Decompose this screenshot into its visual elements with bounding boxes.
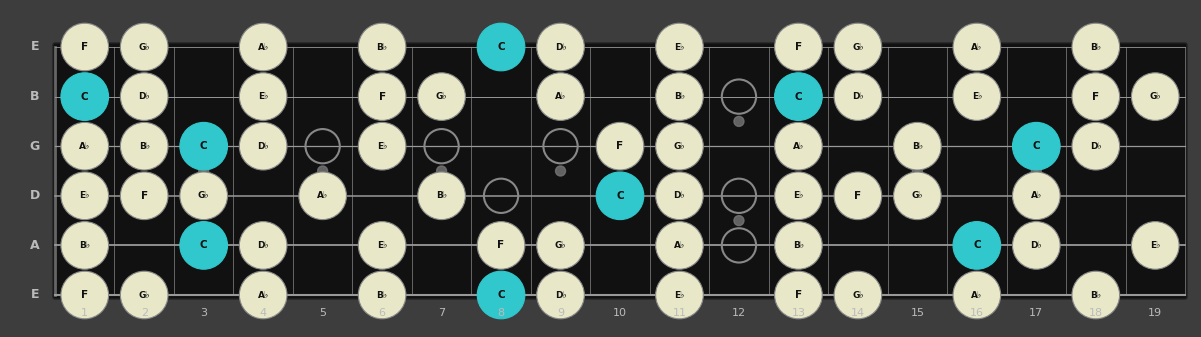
Text: B♭: B♭ [912,142,922,151]
Text: F: F [497,240,504,250]
Text: F: F [795,290,802,300]
Text: E♭: E♭ [972,92,982,101]
Text: D♭: D♭ [257,241,269,250]
Text: A: A [30,239,40,252]
Circle shape [120,23,168,71]
Circle shape [656,23,704,71]
Circle shape [418,172,465,220]
Text: 8: 8 [497,308,504,318]
Circle shape [833,23,882,71]
Text: F: F [854,191,861,201]
Circle shape [833,172,882,220]
Circle shape [239,73,287,120]
Text: 5: 5 [319,308,327,318]
Circle shape [358,73,406,120]
Text: F: F [616,141,623,151]
Text: 1: 1 [82,308,88,318]
Text: B♭: B♭ [674,92,685,101]
Text: B♭: B♭ [79,241,90,250]
Text: 14: 14 [850,308,865,318]
Circle shape [477,222,525,269]
Text: E♭: E♭ [674,42,685,52]
Circle shape [954,23,1000,71]
Text: E: E [31,40,40,54]
Text: D♭: D♭ [555,290,567,300]
Text: B♭: B♭ [436,191,447,200]
Text: 13: 13 [791,308,806,318]
Text: 12: 12 [731,308,746,318]
Text: 18: 18 [1089,308,1103,318]
Text: 16: 16 [970,308,984,318]
Text: G♭: G♭ [555,241,567,250]
Circle shape [537,73,585,120]
Circle shape [1072,23,1119,71]
Circle shape [239,23,287,71]
Text: D: D [30,189,40,202]
Text: G♭: G♭ [138,42,150,52]
Circle shape [833,73,882,120]
Text: 7: 7 [438,308,446,318]
Circle shape [775,172,823,220]
Circle shape [299,172,346,220]
Text: C: C [199,240,208,250]
Circle shape [1012,222,1060,269]
Text: G♭: G♭ [912,191,924,200]
Circle shape [239,222,287,269]
Text: E♭: E♭ [674,290,685,300]
Text: A♭: A♭ [793,142,803,151]
Text: A♭: A♭ [317,191,328,200]
Circle shape [358,23,406,71]
Circle shape [1032,166,1041,176]
Text: C: C [795,92,802,101]
Text: F: F [141,191,148,201]
Circle shape [537,271,585,319]
Text: D♭: D♭ [555,42,567,52]
Text: B♭: B♭ [793,241,803,250]
Text: G♭: G♭ [198,191,209,200]
Circle shape [120,271,168,319]
Circle shape [358,122,406,170]
Text: F: F [378,92,386,101]
Circle shape [954,222,1000,269]
Text: F: F [82,42,89,52]
Circle shape [537,222,585,269]
Circle shape [418,73,465,120]
Text: A♭: A♭ [972,290,982,300]
Text: A♭: A♭ [1030,191,1042,200]
Text: B♭: B♭ [377,290,388,300]
Text: C: C [616,191,623,201]
Text: A♭: A♭ [555,92,566,101]
Circle shape [775,122,823,170]
Circle shape [954,271,1000,319]
Text: 6: 6 [378,308,386,318]
Circle shape [833,271,882,319]
Circle shape [894,122,942,170]
Circle shape [198,166,209,176]
Text: D♭: D♭ [674,191,686,200]
Circle shape [775,271,823,319]
Circle shape [317,166,328,176]
Text: D♭: D♭ [1030,241,1042,250]
Circle shape [180,222,227,269]
Text: 3: 3 [201,308,208,318]
Circle shape [954,73,1000,120]
Circle shape [437,166,447,176]
Text: 4: 4 [259,308,267,318]
Circle shape [656,222,704,269]
Circle shape [120,122,168,170]
Text: E: E [31,288,40,302]
Circle shape [656,73,704,120]
Text: 17: 17 [1029,308,1044,318]
Circle shape [1131,222,1179,269]
Circle shape [61,23,108,71]
Circle shape [61,73,108,120]
Text: E♭: E♭ [1151,241,1160,250]
Circle shape [61,222,108,269]
Text: A♭: A♭ [674,241,685,250]
Text: G♭: G♭ [436,92,448,101]
Circle shape [358,271,406,319]
Text: E♭: E♭ [258,92,268,101]
Circle shape [1072,122,1119,170]
Circle shape [120,73,168,120]
